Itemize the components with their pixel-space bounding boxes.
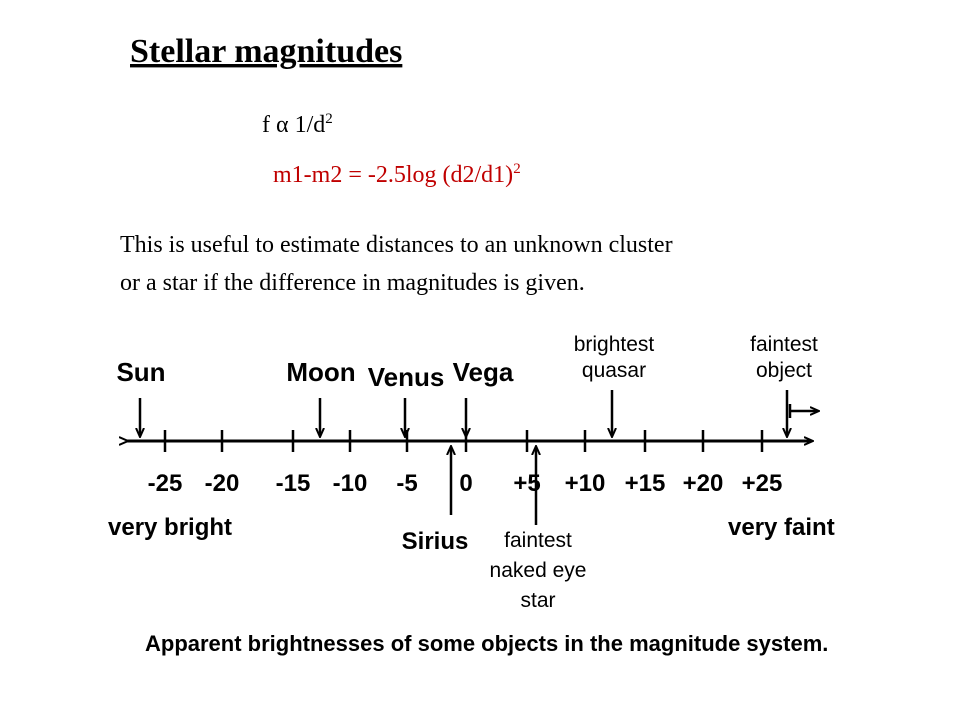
- tick-label: -5: [396, 470, 417, 497]
- object-label: Venus: [368, 362, 445, 392]
- tick-label: -10: [333, 470, 368, 497]
- tick-label: -20: [205, 470, 240, 497]
- formula-sup: 2: [325, 111, 333, 127]
- formula-text: m1-m2 = -2.5log (d2/d1): [273, 162, 513, 188]
- tick-label: +5: [513, 470, 540, 497]
- object-label: Moon: [286, 357, 355, 387]
- end-label: very bright: [108, 514, 232, 541]
- magnitude-diagram: [127, 390, 818, 525]
- tick-label: +15: [625, 470, 666, 497]
- tick-label: 0: [459, 470, 472, 497]
- labels: -25 -20 -15 -10 -5 0 +5 +10 +15 +20 +25 Sun Moon Venu…: [116, 333, 818, 612]
- object-label: Vega: [453, 357, 514, 387]
- tick-label: +25: [742, 470, 783, 497]
- object-label-line: brightest: [574, 333, 655, 356]
- formula: f α 1/d2: [262, 111, 333, 138]
- tick-label: -25: [148, 470, 183, 497]
- paragraph-line: This is useful to estimate distances to …: [120, 232, 673, 258]
- formula: m1-m2 = -2.5log (d2/d1)2: [273, 161, 521, 188]
- paragraph-line: or a star if the difference in magnitude…: [120, 270, 585, 296]
- tick-label: +20: [683, 470, 724, 497]
- object-label-line: quasar: [582, 359, 646, 382]
- object-label-line: object: [756, 359, 812, 382]
- object-label-line: star: [520, 589, 555, 612]
- object-label: Sirius: [402, 528, 469, 555]
- title: Stellar magnitudes: [130, 33, 402, 70]
- end-label: very faint: [728, 514, 835, 541]
- tick-label: -15: [276, 470, 311, 497]
- tick-label: +10: [565, 470, 606, 497]
- object-label-line: faintest: [504, 529, 572, 552]
- object-label-line: faintest: [750, 333, 818, 356]
- object-label-line: naked eye: [490, 559, 587, 582]
- object-label: Sun: [116, 357, 165, 387]
- caption: Apparent brightnesses of some objects in…: [145, 631, 828, 656]
- formula-sup: 2: [513, 161, 521, 177]
- formula-text: f α 1/d: [262, 112, 325, 138]
